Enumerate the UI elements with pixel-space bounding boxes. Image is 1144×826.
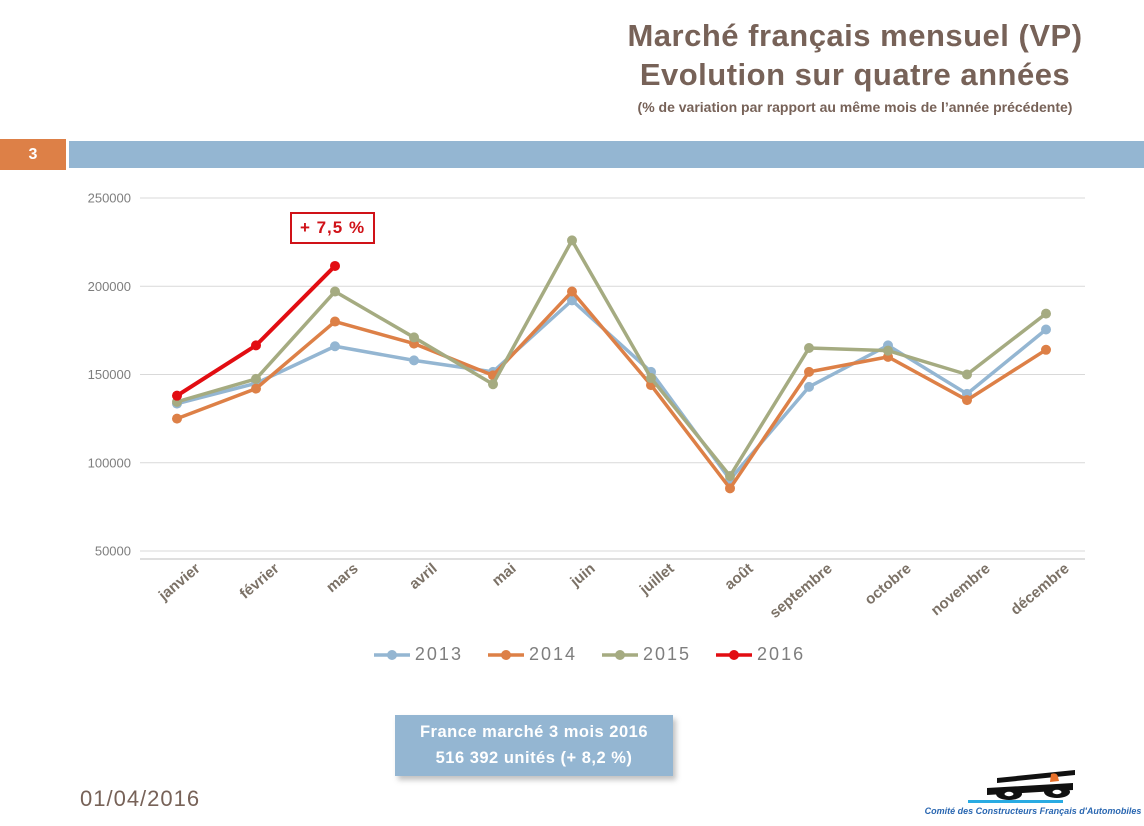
page-number: 3 <box>0 139 66 170</box>
series-2013-marker <box>330 341 340 352</box>
legend-marker-2015 <box>602 649 638 660</box>
series-2013-line <box>175 298 1048 482</box>
car-icon <box>968 770 1075 803</box>
y-axis-tick-label: 100000 <box>88 455 131 470</box>
info-box: France marché 3 mois 2016 516 392 unités… <box>395 715 673 776</box>
x-axis-label: octobre <box>861 560 914 608</box>
legend-label-2016: 2016 <box>757 644 806 664</box>
x-axis-label: novembre <box>928 560 994 619</box>
series-2015-marker <box>567 235 577 246</box>
series-2015-line <box>175 238 1048 478</box>
x-axis-label: août <box>721 560 756 593</box>
legend-marker-2013 <box>373 649 410 660</box>
info-box-line1: France marché 3 mois 2016 <box>419 722 649 741</box>
header-accent-band <box>69 141 1144 168</box>
series-2014-marker <box>725 483 735 494</box>
page-title-line2: Evolution sur quatre années <box>639 57 1071 92</box>
series-2014-marker <box>330 316 340 327</box>
x-axis-label: juin <box>566 560 598 591</box>
series-2015-marker <box>883 345 893 356</box>
series-2015-marker <box>409 332 419 343</box>
x-axis-label: septembre <box>767 560 836 622</box>
title-block: Marché français mensuel (VP) Evolution s… <box>566 16 1144 115</box>
series-2015-marker <box>646 373 656 384</box>
legend-label-2015: 2015 <box>643 644 692 664</box>
page-title-line1: Marché français mensuel (VP) <box>627 18 1083 53</box>
series-2013-marker <box>567 295 577 306</box>
series-2014-marker <box>962 395 972 406</box>
legend-label-2014: 2014 <box>528 644 577 664</box>
slide-date: 01/04/2016 <box>80 786 201 811</box>
series-2013-marker <box>409 355 419 366</box>
y-axis-tick-label: 200000 <box>88 279 131 294</box>
series-2014-marker <box>172 413 182 424</box>
series-2015-marker <box>1041 308 1051 319</box>
legend-marker-2014 <box>487 649 524 660</box>
legend-item-2014: 2014 <box>487 644 577 665</box>
y-axis-tick-label: 50000 <box>95 544 131 559</box>
series-2014-marker <box>567 286 577 297</box>
series-2015-marker <box>330 286 340 297</box>
series-2015-marker <box>962 369 972 380</box>
x-axis-label: décembre <box>1007 560 1072 619</box>
legend-item-2015: 2015 <box>601 644 691 665</box>
series-2015-marker <box>804 343 814 354</box>
y-axis-tick-label: 250000 <box>88 191 131 206</box>
series-2013-marker <box>1041 324 1051 335</box>
series-2015-marker <box>725 470 735 481</box>
legend-item-2013: 2013 <box>373 644 463 665</box>
series-2014-marker <box>804 366 814 377</box>
series-2015-marker <box>251 373 261 384</box>
logo-underline <box>968 800 1063 803</box>
legend-item-2016: 2016 <box>715 644 805 665</box>
x-axis-label: janvier <box>155 560 204 605</box>
series-2014-marker <box>251 383 261 394</box>
x-axis-label: juillet <box>636 560 678 599</box>
series-2015-marker <box>488 379 498 390</box>
y-axis-tick-label: 150000 <box>88 367 131 382</box>
ccfa-logo: Comité des Constructeurs Français d'Auto… <box>925 770 1141 816</box>
series-2013-marker <box>804 381 814 392</box>
series-2014-marker <box>1041 344 1051 355</box>
x-axis-label: avril <box>406 560 441 593</box>
info-box-line2: 516 392 unités (+ 8,2 %) <box>435 748 633 767</box>
legend-label-2013: 2013 <box>414 644 463 664</box>
logo-caption: Comité des Constructeurs Français d'Auto… <box>925 806 1141 816</box>
legend-marker-2016 <box>716 649 753 660</box>
series-2016-marker <box>330 260 340 271</box>
series-2016-marker <box>172 390 182 401</box>
x-axis-label: mars <box>323 560 361 596</box>
series-2016-marker <box>251 340 261 351</box>
series-2014-line <box>175 289 1048 491</box>
chart-legend: 2013 2014 2015 2016 <box>0 644 1144 665</box>
x-axis-label: mai <box>489 560 520 590</box>
x-axis-label: février <box>237 560 283 603</box>
annotation-callout: + 7,5 % <box>290 212 375 244</box>
page-subtitle: (% de variation par rapport au même mois… <box>637 99 1073 115</box>
